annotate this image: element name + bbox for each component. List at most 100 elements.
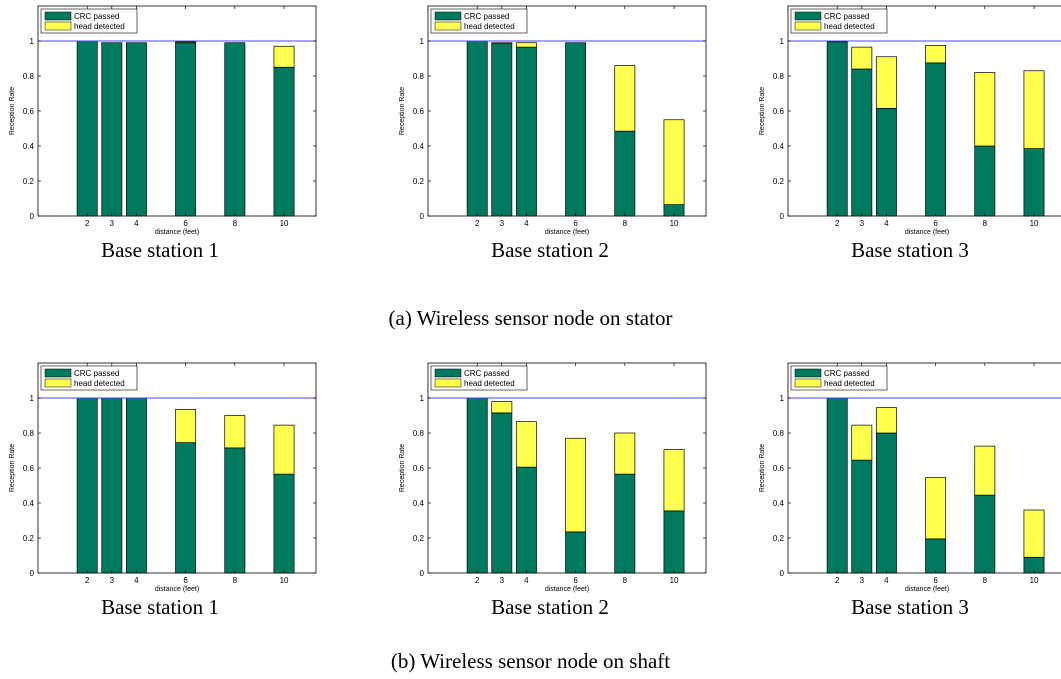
bar-head-detected	[974, 445, 996, 496]
chart-shaft-bs1: 0 0.2 0.4 0.6 0.8 1 2 3 4 6 8 10 distance (feet) Rece…	[9, 362, 317, 593]
y-tick-label: 0.8	[23, 429, 35, 438]
x-tick-label: 8	[983, 219, 988, 228]
bar-crc-passed	[466, 40, 488, 217]
y-tick-label: 0.6	[773, 464, 785, 473]
y-tick-label: 1	[30, 394, 35, 403]
x-axis-label: distance (feet)	[155, 229, 199, 236]
legend-swatch-crc	[794, 11, 822, 21]
x-tick-label: 10	[280, 576, 289, 585]
bar-crc-passed	[491, 412, 513, 574]
bar-head-detected	[875, 56, 897, 109]
x-tick-label: 3	[860, 219, 865, 228]
bar-head-detected	[491, 401, 513, 414]
bar-crc-passed	[76, 397, 98, 574]
bar-crc-passed	[273, 66, 295, 217]
bar-crc-passed	[875, 432, 897, 574]
x-axis-label: distance (feet)	[545, 229, 589, 236]
x-tick-label: 4	[134, 219, 139, 228]
chart-title: Base station 1	[101, 238, 219, 262]
y-tick-label: 1	[30, 37, 35, 46]
y-axis-label: Reception Rate	[399, 444, 406, 492]
x-tick-label: 10	[280, 219, 289, 228]
x-tick-label: 6	[933, 219, 938, 228]
legend-label-crc: CRC passed	[464, 369, 509, 378]
y-tick-label: 0.4	[773, 499, 785, 508]
x-tick-label: 4	[524, 219, 529, 228]
y-axis-label: Reception Rate	[759, 444, 766, 492]
bar-head-detected	[565, 437, 587, 533]
bar-crc-passed	[1023, 148, 1045, 217]
y-tick-label: 0.8	[773, 72, 785, 81]
x-axis-label: distance (feet)	[545, 586, 589, 593]
legend-swatch-head	[44, 21, 72, 31]
chart-panel-a3: 0 0.2 0.4 0.6 0.8 1 2 3 4 6 8 10 distance (feet) Rece…	[750, 0, 1061, 262]
x-tick-label: 3	[500, 576, 505, 585]
x-tick-label: 10	[670, 576, 679, 585]
x-tick-label: 8	[233, 219, 238, 228]
bar-head-detected	[875, 407, 897, 434]
legend-swatch-crc	[794, 368, 822, 378]
chart-title: Base station 1	[101, 595, 219, 619]
legend-label-head: head detected	[464, 22, 515, 31]
y-tick-label: 0.4	[23, 142, 35, 151]
legend-swatch-head	[794, 21, 822, 31]
y-axis-label: Reception Rate	[9, 87, 16, 135]
x-tick-label: 3	[110, 219, 115, 228]
bar-head-detected	[175, 41, 197, 44]
legend-swatch-crc	[44, 11, 72, 21]
bar-head-detected	[851, 46, 873, 70]
y-tick-label: 0.2	[23, 177, 35, 186]
bar-crc-passed	[224, 42, 246, 217]
y-tick-label: 0.8	[23, 72, 35, 81]
y-axis-label: Reception Rate	[9, 444, 16, 492]
y-tick-label: 1	[420, 37, 425, 46]
bar-crc-passed	[614, 473, 636, 574]
bar-crc-passed	[101, 42, 123, 217]
x-tick-label: 6	[933, 576, 938, 585]
y-tick-label: 0	[420, 569, 425, 578]
y-tick-label: 0	[780, 569, 785, 578]
bar-head-detected	[1023, 70, 1045, 149]
chart-title: Base station 2	[491, 595, 609, 619]
chart-stator-bs1: 0 0.2 0.4 0.6 0.8 1 2 3 4 6 8 10 distance (feet) Rece…	[9, 5, 317, 236]
y-tick-label: 0	[30, 212, 35, 221]
bar-crc-passed	[101, 397, 123, 574]
y-tick-label: 0	[780, 212, 785, 221]
y-tick-label: 0.8	[413, 72, 425, 81]
x-tick-label: 10	[670, 219, 679, 228]
y-tick-label: 0.4	[413, 499, 425, 508]
bar-head-detected	[925, 477, 947, 540]
y-tick-label: 1	[780, 37, 785, 46]
chart-stator-bs2: 0 0.2 0.4 0.6 0.8 1 2 3 4 6 8 10 distance (feet) Rece…	[399, 5, 707, 236]
y-tick-label: 0.4	[773, 142, 785, 151]
x-tick-label: 4	[884, 576, 889, 585]
x-axis-label: distance (feet)	[905, 229, 949, 236]
y-axis-label: Reception Rate	[759, 87, 766, 135]
bar-crc-passed	[925, 538, 947, 574]
chart-shaft-bs3: 0 0.2 0.4 0.6 0.8 1 2 3 4 6 8 10 distance (feet) Rece…	[759, 362, 1061, 593]
x-tick-label: 8	[623, 219, 628, 228]
bar-head-detected	[925, 45, 947, 64]
x-tick-label: 2	[835, 576, 840, 585]
chart-panel-a2: 0 0.2 0.4 0.6 0.8 1 2 3 4 6 8 10 distance (feet) Rece…	[390, 0, 710, 262]
y-tick-label: 0.2	[23, 534, 35, 543]
bar-head-detected	[614, 65, 636, 132]
chart-title: Base station 2	[491, 238, 609, 262]
chart-panel-b1: 0 0.2 0.4 0.6 0.8 1 2 3 4 6 8 10 distance (feet) Rece…	[0, 357, 320, 619]
bar-crc-passed	[565, 531, 587, 574]
bar-head-detected	[614, 432, 636, 475]
chart-panel-b2: 0 0.2 0.4 0.6 0.8 1 2 3 4 6 8 10 distance (feet) Rece…	[390, 357, 710, 619]
x-tick-label: 6	[573, 219, 578, 228]
bar-crc-passed	[466, 397, 488, 574]
legend-label-crc: CRC passed	[464, 12, 509, 21]
y-tick-label: 0.4	[413, 142, 425, 151]
bar-head-detected	[663, 449, 685, 512]
x-axis-label: distance (feet)	[905, 586, 949, 593]
y-tick-label: 1	[780, 394, 785, 403]
y-tick-label: 0.4	[23, 499, 35, 508]
y-tick-label: 0.2	[413, 177, 425, 186]
y-tick-label: 0	[420, 212, 425, 221]
